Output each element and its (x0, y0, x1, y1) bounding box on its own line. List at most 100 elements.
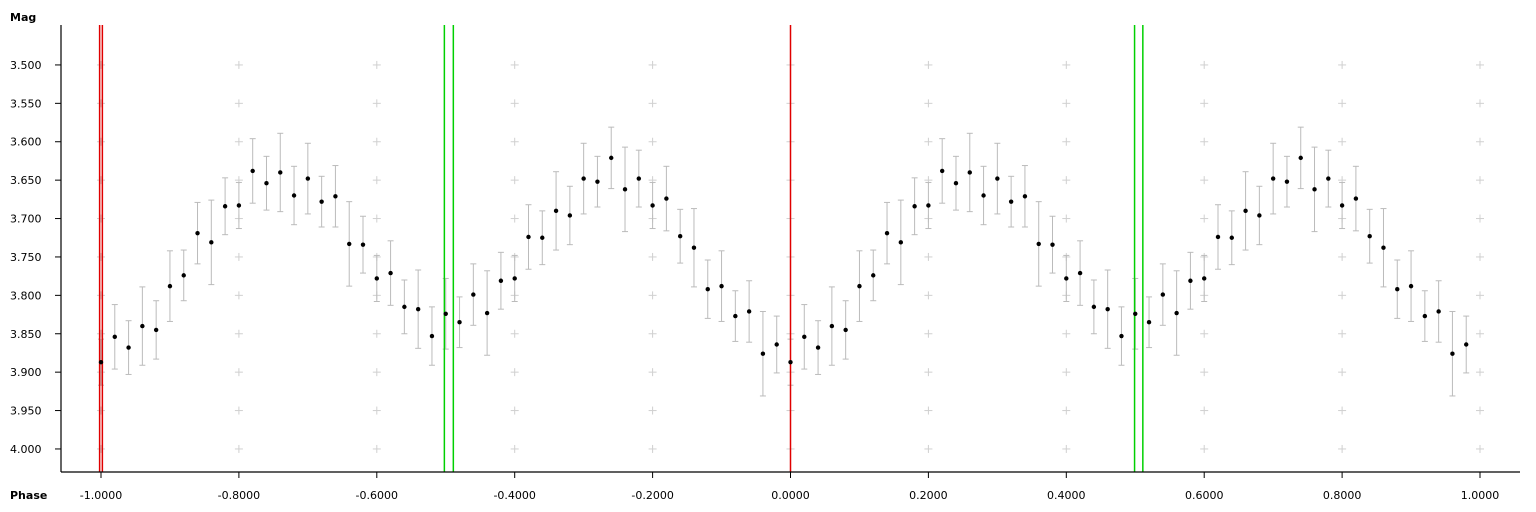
data-point (567, 213, 573, 218)
data-point (1436, 309, 1441, 314)
data-point (1270, 176, 1276, 181)
x-tick-label: -0.6000 (356, 489, 398, 502)
data-point (1367, 234, 1372, 239)
data-point (374, 276, 379, 281)
y-tick-label: 4.000 (10, 443, 42, 456)
data-point (733, 313, 738, 319)
data-point (609, 155, 614, 161)
y-tick-label: 3.900 (10, 366, 42, 379)
phase-markers (98, 25, 1144, 472)
x-tick-label: -0.8000 (218, 489, 260, 502)
data-point (1298, 155, 1303, 161)
data-point (1353, 196, 1359, 201)
data-point (884, 230, 890, 236)
data-point (1257, 213, 1262, 218)
data-point (1422, 313, 1428, 319)
data-point (429, 333, 435, 339)
data-point (388, 270, 393, 276)
data-point (664, 196, 669, 201)
data-point (250, 168, 255, 174)
data-point (622, 187, 628, 192)
data-point (1008, 199, 1014, 204)
data-point (236, 203, 242, 208)
y-axis-title: Mag (10, 11, 36, 24)
data-point (912, 204, 917, 209)
data-point (1022, 194, 1028, 199)
data-point (1243, 208, 1248, 214)
data-point (98, 359, 104, 365)
data-point (209, 240, 214, 245)
data-point (939, 168, 945, 174)
data-point (347, 241, 352, 247)
data-point (195, 230, 200, 236)
data-point (181, 273, 186, 278)
data-point (140, 323, 145, 329)
data-point (1119, 333, 1124, 339)
data-point (746, 309, 752, 314)
y-tick-label: 3.750 (10, 251, 42, 264)
data-point (1229, 235, 1234, 240)
data-point (981, 193, 986, 198)
data-point (1381, 245, 1386, 250)
data-point (498, 278, 504, 283)
data-point (802, 334, 807, 340)
data-point (774, 342, 779, 347)
data-point (457, 320, 462, 325)
data-point (540, 235, 545, 240)
data-point (1215, 234, 1221, 240)
data-point (402, 304, 407, 310)
data-point (222, 204, 228, 209)
data-point (815, 345, 821, 350)
data-point (1077, 270, 1083, 276)
data-point (1133, 311, 1138, 316)
data-point (153, 327, 159, 333)
data-point (126, 345, 131, 350)
data-point (1160, 292, 1166, 297)
data-point (760, 351, 766, 356)
data-point (278, 170, 283, 175)
axes: 3.500 3.550 3.600 3.650 3.700 3.750 3.800 3.850… (10, 25, 1520, 502)
data-point (857, 283, 862, 289)
data-points (98, 155, 1469, 365)
data-point (1464, 342, 1469, 347)
data-point (719, 283, 724, 289)
data-point (650, 203, 655, 208)
y-tick-label: 3.950 (10, 405, 42, 418)
x-tick-label: 0.2000 (909, 489, 948, 502)
data-point (871, 273, 876, 278)
data-point (471, 292, 476, 297)
y-tick-label: 3.700 (10, 213, 42, 226)
y-tick-label: 3.850 (10, 328, 42, 341)
data-point (112, 334, 117, 340)
y-tick-label: 3.550 (10, 97, 42, 110)
data-point (443, 311, 448, 316)
data-point (1450, 351, 1455, 356)
x-tick-label: -1.0000 (80, 489, 122, 502)
data-point (705, 287, 710, 292)
data-point (1050, 242, 1055, 247)
data-point (1036, 241, 1041, 247)
y-tick-label: 3.600 (10, 136, 42, 149)
data-point (1188, 278, 1193, 283)
y-tick-label: 3.800 (10, 289, 42, 302)
x-tick-label: -0.2000 (631, 489, 673, 502)
data-point (926, 203, 931, 208)
data-point (843, 327, 848, 333)
y-tick-label: 3.500 (10, 59, 42, 72)
data-point (898, 240, 904, 245)
data-point (305, 176, 311, 181)
x-tick-label: 0.8000 (1323, 489, 1362, 502)
data-point (415, 306, 421, 312)
data-point (636, 176, 642, 181)
data-point (829, 323, 835, 329)
x-tick-label: 0.0000 (771, 489, 810, 502)
data-point (1408, 283, 1414, 289)
data-point (1202, 276, 1207, 281)
data-point (1091, 304, 1097, 310)
x-tick-label: 0.6000 (1185, 489, 1224, 502)
data-point (1339, 203, 1345, 208)
x-tick-label: -0.4000 (493, 489, 535, 502)
data-point (691, 245, 697, 250)
data-point (995, 176, 1000, 181)
